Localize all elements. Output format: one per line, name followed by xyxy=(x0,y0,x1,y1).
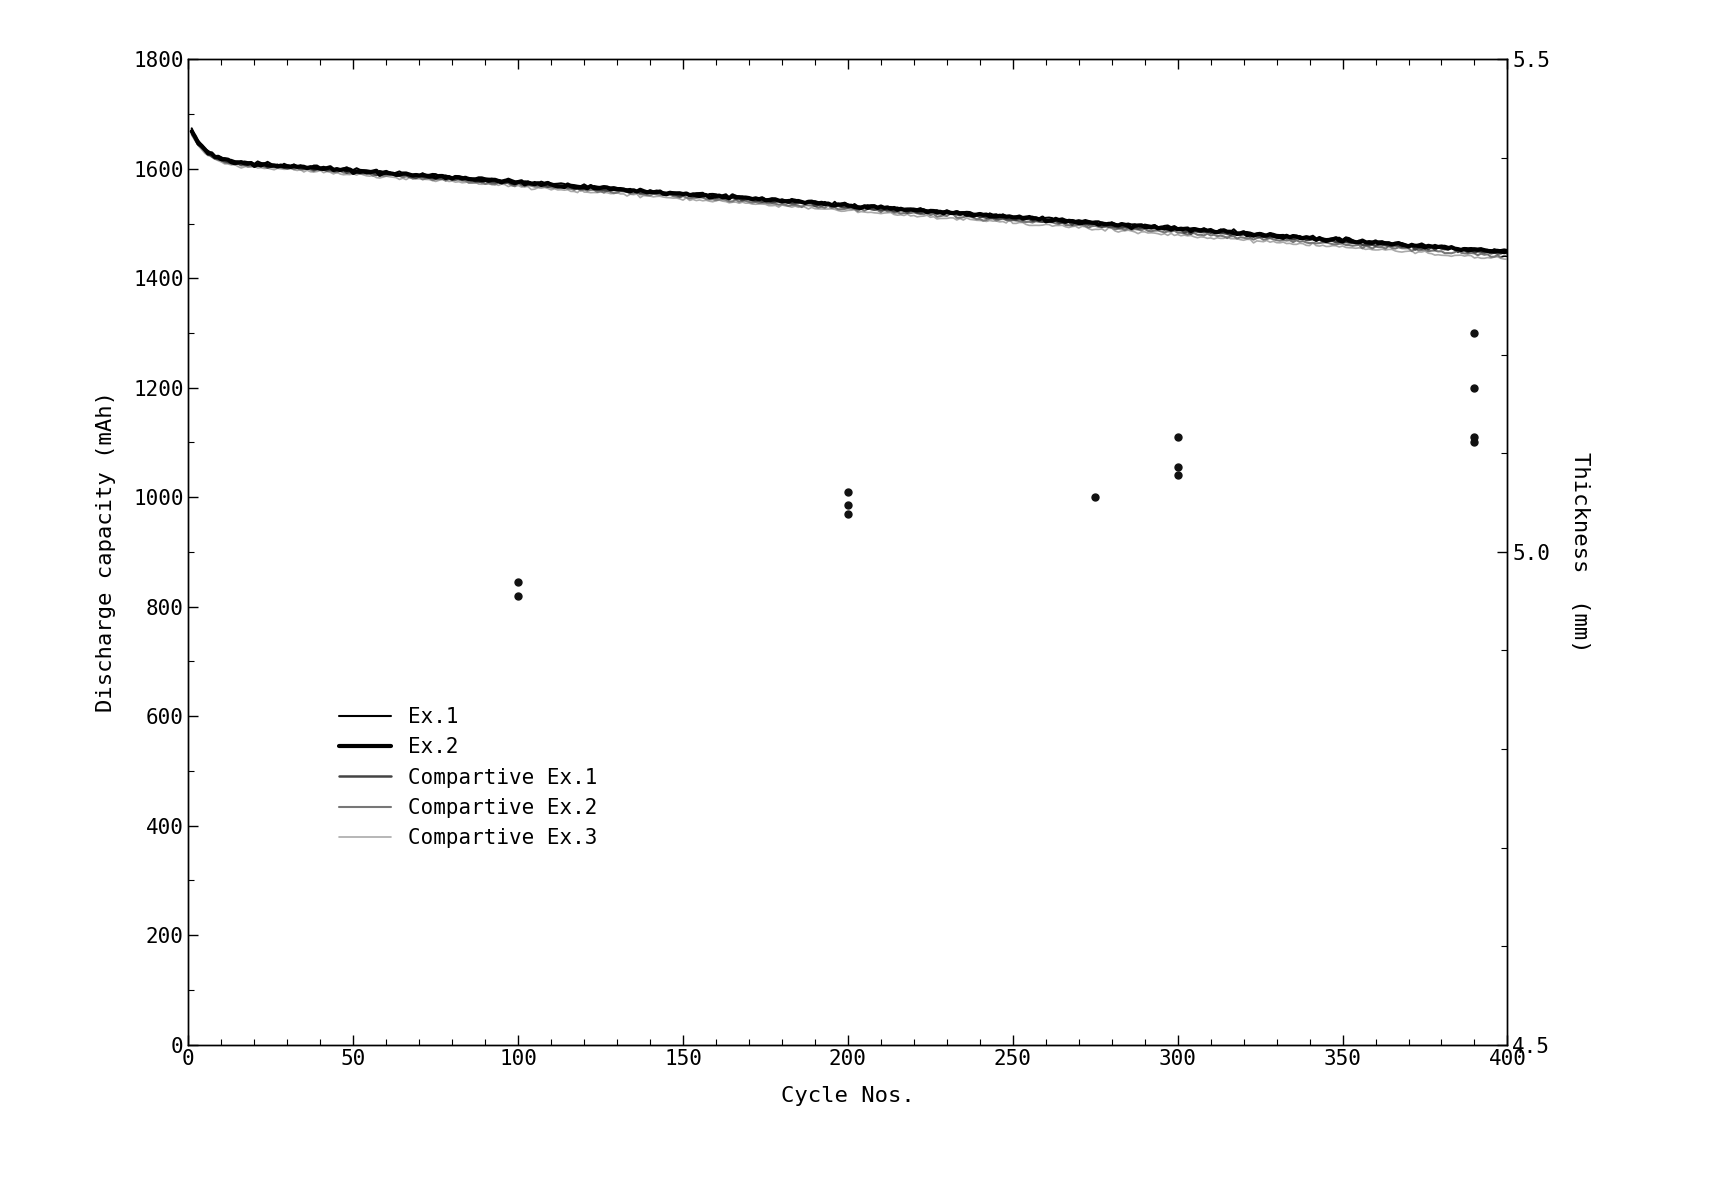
Ex.2 xyxy=(702,190,723,204)
Ex.2 xyxy=(1137,220,1158,234)
Ex.1 xyxy=(339,161,360,176)
Compartive Ex.3 xyxy=(1009,215,1030,229)
Line: Ex.2: Ex.2 xyxy=(192,132,1507,252)
Compartive Ex.2 xyxy=(1131,223,1151,237)
Point xyxy=(834,504,862,523)
Compartive Ex.1 xyxy=(1137,221,1158,235)
Point xyxy=(1165,458,1192,477)
Compartive Ex.1 xyxy=(1009,211,1030,226)
Ex.1 xyxy=(1131,220,1151,234)
Compartive Ex.3 xyxy=(1137,226,1158,240)
X-axis label: Cycle Nos.: Cycle Nos. xyxy=(781,1086,915,1106)
Point xyxy=(505,572,533,591)
Point xyxy=(1165,465,1192,484)
Line: Ex.1: Ex.1 xyxy=(192,128,1507,252)
Line: Compartive Ex.1: Compartive Ex.1 xyxy=(192,132,1507,254)
Compartive Ex.2 xyxy=(339,166,360,180)
Line: Compartive Ex.3: Compartive Ex.3 xyxy=(192,135,1507,259)
Compartive Ex.2 xyxy=(182,127,202,141)
Ex.1 xyxy=(1137,218,1158,233)
Point xyxy=(834,496,862,515)
Compartive Ex.3 xyxy=(610,186,630,201)
Y-axis label: Discharge capacity (mAh): Discharge capacity (mAh) xyxy=(96,392,116,712)
Ex.2 xyxy=(1009,209,1030,223)
Ex.2 xyxy=(1494,245,1514,259)
Compartive Ex.2 xyxy=(610,184,630,198)
Compartive Ex.1 xyxy=(339,164,360,178)
Y-axis label: Thickness  (mm): Thickness (mm) xyxy=(1569,451,1590,653)
Compartive Ex.2 xyxy=(1137,224,1158,239)
Point xyxy=(1461,379,1489,398)
Compartive Ex.2 xyxy=(1009,214,1030,228)
Point xyxy=(1165,427,1192,446)
Compartive Ex.3 xyxy=(1497,252,1518,266)
Compartive Ex.2 xyxy=(1490,250,1511,265)
Point xyxy=(834,482,862,501)
Compartive Ex.2 xyxy=(702,192,723,207)
Legend: Ex.1, Ex.2, Compartive Ex.1, Compartive Ex.2, Compartive Ex.3: Ex.1, Ex.2, Compartive Ex.1, Compartive … xyxy=(331,698,605,857)
Point xyxy=(1461,324,1489,343)
Ex.1 xyxy=(182,121,202,135)
Ex.1 xyxy=(1009,210,1030,224)
Compartive Ex.1 xyxy=(610,184,630,198)
Compartive Ex.3 xyxy=(702,195,723,209)
Compartive Ex.1 xyxy=(182,125,202,139)
Compartive Ex.3 xyxy=(339,167,360,182)
Ex.1 xyxy=(1497,243,1518,258)
Point xyxy=(1461,427,1489,446)
Line: Compartive Ex.2: Compartive Ex.2 xyxy=(192,134,1507,258)
Ex.1 xyxy=(610,182,630,196)
Point xyxy=(1461,433,1489,452)
Compartive Ex.2 xyxy=(1497,249,1518,264)
Compartive Ex.1 xyxy=(1131,221,1151,235)
Ex.1 xyxy=(702,186,723,201)
Ex.2 xyxy=(182,125,202,139)
Ex.2 xyxy=(339,163,360,177)
Compartive Ex.3 xyxy=(1131,224,1151,239)
Compartive Ex.1 xyxy=(702,190,723,204)
Point xyxy=(1081,488,1108,507)
Ex.2 xyxy=(1131,218,1151,233)
Compartive Ex.1 xyxy=(1497,247,1518,261)
Point xyxy=(505,586,533,605)
Ex.2 xyxy=(610,182,630,196)
Ex.1 xyxy=(1480,245,1501,259)
Ex.2 xyxy=(1497,245,1518,259)
Compartive Ex.3 xyxy=(182,128,202,142)
